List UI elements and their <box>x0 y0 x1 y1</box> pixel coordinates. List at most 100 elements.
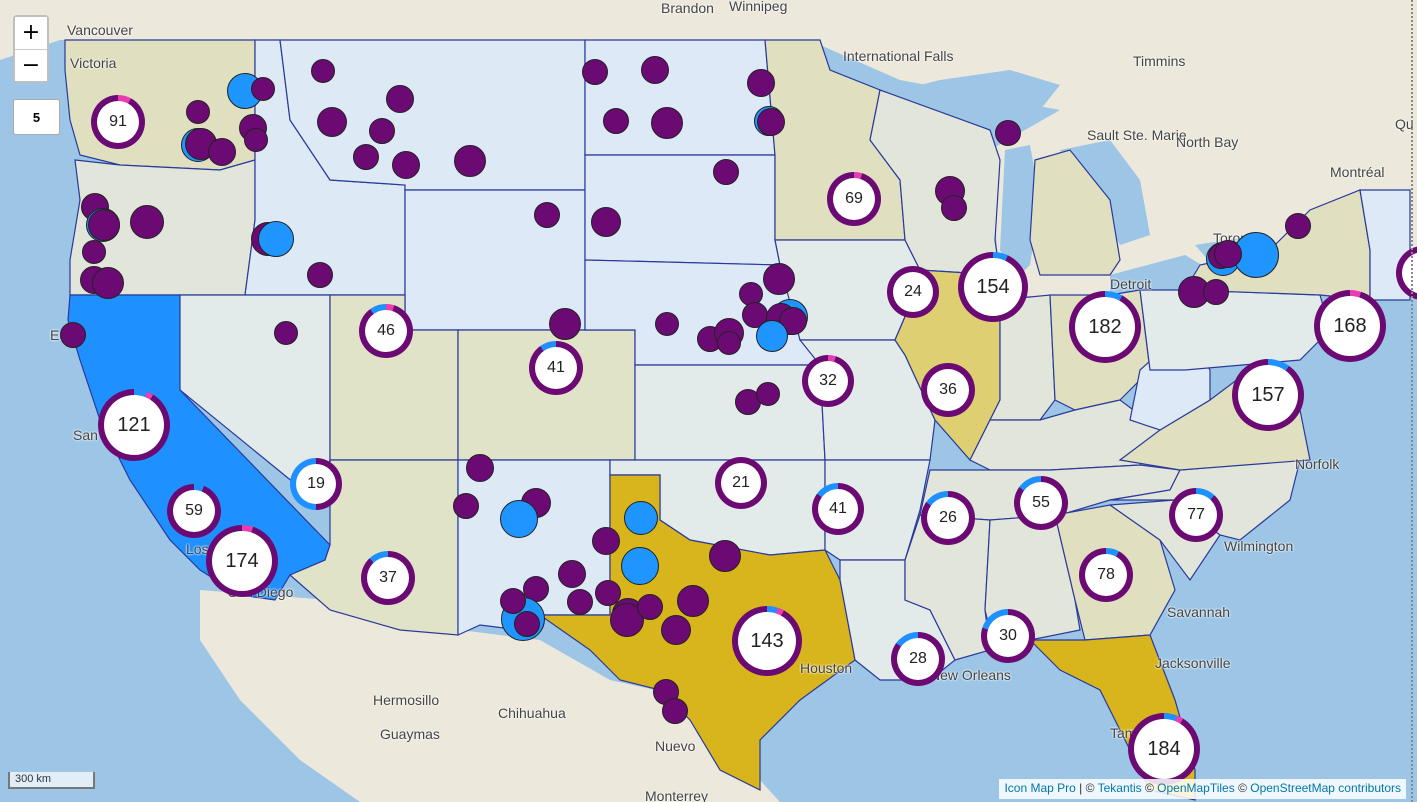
point-marker-blue[interactable] <box>756 320 788 352</box>
cluster-marker[interactable]: 24 <box>887 266 939 318</box>
tekantis-link[interactable]: Tekantis <box>1097 781 1142 795</box>
point-marker-purple[interactable] <box>466 454 494 482</box>
cluster-marker[interactable]: 168 <box>1314 290 1386 362</box>
cluster-marker[interactable]: 21 <box>715 457 767 509</box>
cluster-marker[interactable]: 91 <box>91 95 145 149</box>
point-marker-purple[interactable] <box>1214 240 1242 268</box>
cluster-marker[interactable]: 59 <box>167 484 221 538</box>
point-marker-blue[interactable] <box>500 500 538 538</box>
point-marker-purple[interactable] <box>995 120 1021 146</box>
cluster-marker[interactable]: 32 <box>802 355 854 407</box>
point-marker-purple[interactable] <box>353 144 379 170</box>
cluster-marker[interactable]: 46 <box>359 304 413 358</box>
point-marker-purple[interactable] <box>186 100 210 124</box>
point-marker-purple[interactable] <box>651 107 683 139</box>
point-marker-purple[interactable] <box>244 128 268 152</box>
point-marker-purple[interactable] <box>595 580 621 606</box>
icon-map-pro-link[interactable]: Icon Map Pro <box>1004 781 1076 795</box>
place-label: Qu <box>1395 116 1414 132</box>
point-marker-purple[interactable] <box>534 202 560 228</box>
point-marker-purple[interactable] <box>392 151 420 179</box>
lake-erie <box>1110 255 1210 295</box>
point-marker-purple[interactable] <box>453 493 479 519</box>
point-marker-purple[interactable] <box>603 108 629 134</box>
point-marker-purple[interactable] <box>317 107 347 137</box>
point-marker-purple[interactable] <box>130 205 164 239</box>
mexico-land <box>200 590 780 802</box>
openmaptiles-link[interactable]: OpenMapTiles <box>1157 781 1235 795</box>
point-marker-purple[interactable] <box>369 118 395 144</box>
cluster-marker[interactable]: 19 <box>290 458 342 510</box>
point-marker-purple[interactable] <box>208 138 236 166</box>
point-marker-purple[interactable] <box>92 267 124 299</box>
osm-link[interactable]: OpenStreetMap contributors <box>1250 781 1401 795</box>
point-marker-blue[interactable] <box>621 547 659 585</box>
cluster-marker[interactable]: 36 <box>921 363 975 417</box>
cluster-marker[interactable]: 30 <box>981 609 1035 663</box>
cluster-marker[interactable]: 28 <box>891 632 945 686</box>
cluster-marker[interactable]: 78 <box>1079 548 1133 602</box>
cluster-marker[interactable]: 143 <box>732 606 802 676</box>
cluster-marker[interactable]: 182 <box>1069 291 1141 363</box>
zoom-level-indicator: 5 <box>13 99 60 135</box>
cluster-marker[interactable]: 41 <box>529 341 583 395</box>
state-texas <box>538 474 856 791</box>
point-marker-purple[interactable] <box>757 108 785 136</box>
cluster-marker[interactable]: 55 <box>1014 476 1068 530</box>
place-label: Winnipeg <box>729 0 788 14</box>
cluster-marker[interactable]: 121 <box>98 389 170 461</box>
cluster-count: 32 <box>808 361 848 401</box>
point-marker-purple[interactable] <box>641 56 669 84</box>
point-marker-purple[interactable] <box>747 69 775 97</box>
point-marker-purple[interactable] <box>592 527 620 555</box>
point-marker-purple[interactable] <box>514 611 540 637</box>
point-marker-purple[interactable] <box>386 85 414 113</box>
cluster-marker[interactable]: 37 <box>361 551 415 605</box>
point-marker-purple[interactable] <box>500 588 526 614</box>
point-marker-purple[interactable] <box>88 209 120 241</box>
point-marker-purple[interactable] <box>558 560 586 588</box>
point-marker-purple[interactable] <box>567 589 593 615</box>
point-marker-purple[interactable] <box>274 321 298 345</box>
point-marker-purple[interactable] <box>549 308 581 340</box>
point-marker-purple[interactable] <box>709 540 741 572</box>
point-marker-purple[interactable] <box>1203 279 1229 305</box>
point-marker-purple[interactable] <box>661 615 691 645</box>
cluster-marker[interactable]: 69 <box>827 172 881 226</box>
cluster-marker[interactable]: 174 <box>206 525 278 597</box>
point-marker-purple[interactable] <box>82 240 106 264</box>
cluster-marker[interactable]: 77 <box>1169 488 1223 542</box>
zoom-in-button[interactable]: + <box>15 17 47 49</box>
cluster-marker[interactable]: 184 <box>1128 713 1200 785</box>
point-marker-purple[interactable] <box>637 594 663 620</box>
point-marker-purple[interactable] <box>1285 213 1311 239</box>
place-label: San <box>73 427 98 443</box>
cluster-count: 174 <box>212 531 272 591</box>
point-marker-purple[interactable] <box>677 585 709 617</box>
point-marker-purple[interactable] <box>251 77 275 101</box>
point-marker-purple[interactable] <box>763 263 795 295</box>
point-marker-purple[interactable] <box>307 262 333 288</box>
point-marker-purple[interactable] <box>311 59 335 83</box>
place-label: Hermosillo <box>373 692 440 708</box>
point-marker-purple[interactable] <box>713 159 739 185</box>
point-marker-blue[interactable] <box>258 221 294 257</box>
cluster-marker[interactable]: 157 <box>1232 359 1304 431</box>
point-marker-purple[interactable] <box>591 207 621 237</box>
point-marker-purple[interactable] <box>756 382 780 406</box>
point-marker-purple[interactable] <box>582 59 608 85</box>
place-label: International Falls <box>843 48 954 64</box>
point-marker-purple[interactable] <box>60 322 86 348</box>
cluster-marker[interactable]: 154 <box>958 252 1028 322</box>
point-marker-purple[interactable] <box>717 331 741 355</box>
point-marker-purple[interactable] <box>662 698 688 724</box>
cluster-marker[interactable]: 41 <box>812 483 864 535</box>
place-label: Wilmington <box>1224 538 1294 554</box>
point-marker-purple[interactable] <box>655 312 679 336</box>
zoom-out-button[interactable]: − <box>15 49 47 81</box>
point-marker-blue[interactable] <box>624 501 658 535</box>
point-marker-purple[interactable] <box>941 195 967 221</box>
cluster-marker[interactable]: 26 <box>921 491 975 545</box>
point-marker-purple[interactable] <box>454 145 486 177</box>
